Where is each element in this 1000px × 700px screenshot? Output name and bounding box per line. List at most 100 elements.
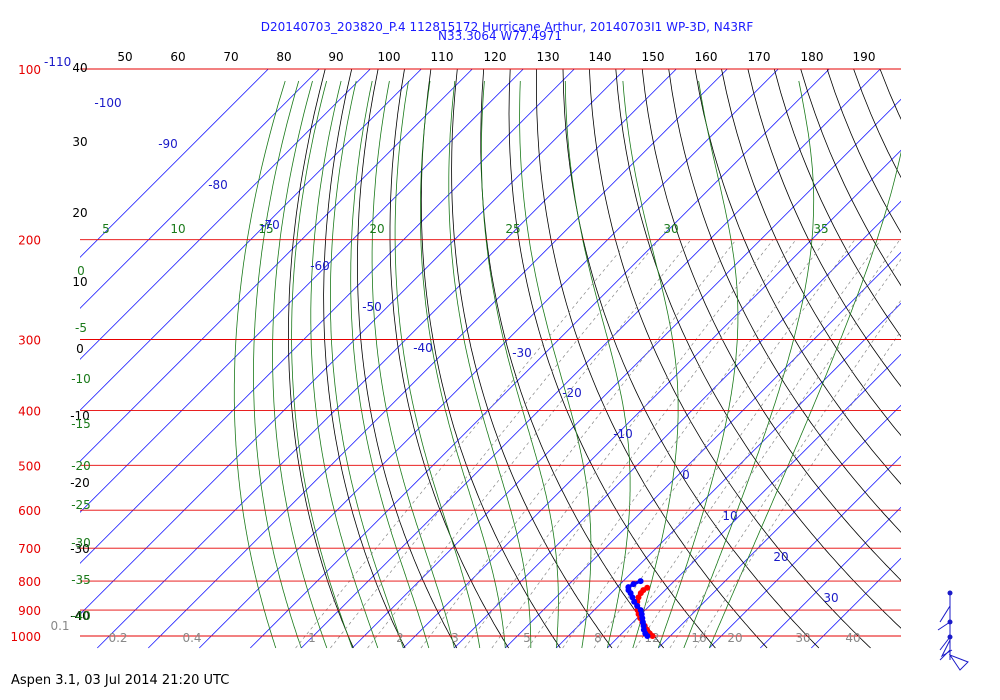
moist-adiabat-side-label: -35 bbox=[71, 573, 91, 587]
isotherm-line bbox=[352, 98, 901, 649]
moist-adiabat-side-label: -15 bbox=[71, 417, 91, 431]
isotherm-line bbox=[148, 68, 728, 649]
isobar-label: 200 bbox=[18, 234, 41, 248]
dry-adiabat-side-label: -30 bbox=[70, 542, 90, 556]
dry-adiabat-top-label: 60 bbox=[170, 50, 185, 64]
dry-adiabat-line bbox=[959, 69, 1000, 648]
dry-adiabat-top-label: 190 bbox=[853, 50, 876, 64]
mixing-ratio-line bbox=[694, 330, 901, 649]
dry-adiabat-line bbox=[933, 69, 1000, 648]
dry-adiabat-top-label: 80 bbox=[276, 50, 291, 64]
wind-barb-dot bbox=[947, 590, 953, 596]
mixing-ratio-label: 8 bbox=[594, 631, 602, 645]
moist-adiabat-line bbox=[622, 80, 679, 649]
moist-adiabat-line bbox=[519, 80, 592, 649]
dry-adiabat-side-label: -20 bbox=[70, 476, 90, 490]
moist-adiabat-top-label: 15 bbox=[258, 222, 273, 236]
isotherm-label: -90 bbox=[158, 137, 178, 151]
dry-adiabat-line bbox=[420, 68, 561, 649]
dry-adiabat-line bbox=[773, 68, 901, 338]
mixing-ratio-line bbox=[491, 239, 797, 649]
moist-adiabat-line bbox=[253, 80, 302, 649]
moist-adiabat-line bbox=[420, 80, 506, 649]
dry-adiabat-line bbox=[853, 68, 901, 179]
wind-barb bbox=[939, 649, 951, 661]
moist-adiabat-line bbox=[564, 80, 631, 649]
dry-adiabat-top-label: 160 bbox=[695, 50, 718, 64]
moist-adiabat-line bbox=[683, 80, 815, 649]
wind-barb bbox=[939, 636, 951, 651]
isotherm-line bbox=[80, 68, 524, 513]
isotherm-label: -20 bbox=[562, 386, 582, 400]
dry-adiabat-top-label: 70 bbox=[223, 50, 238, 64]
dry-adiabat-line bbox=[451, 68, 613, 649]
moist-adiabat-line bbox=[330, 80, 404, 649]
isotherm-line bbox=[80, 68, 269, 258]
dry-adiabat-line bbox=[562, 68, 820, 649]
isotherm-line bbox=[760, 506, 901, 649]
isotherm-line bbox=[709, 455, 901, 649]
grid-lines bbox=[80, 68, 1000, 649]
mixing-ratio-label: 2 bbox=[396, 631, 404, 645]
moist-adiabat-line bbox=[481, 80, 559, 649]
mixing-ratio-line bbox=[635, 258, 901, 649]
isotherm-line bbox=[199, 68, 779, 649]
chart-subtitle: N33.3064 W77.4971 bbox=[438, 29, 562, 43]
mixing-ratio-line bbox=[527, 239, 827, 649]
moist-adiabat-line bbox=[448, 80, 532, 648]
sounding-profiles bbox=[625, 578, 656, 639]
dry-adiabat-line bbox=[389, 68, 509, 649]
isobar-label: 100 bbox=[18, 63, 41, 77]
isotherm-line bbox=[80, 68, 473, 462]
moist-adiabat-top-label: 5 bbox=[102, 222, 110, 236]
dry-adiabat-side-label: 0 bbox=[76, 342, 84, 356]
moist-adiabat-line bbox=[291, 80, 353, 649]
isobar-label: 400 bbox=[18, 404, 41, 418]
isotherm-line bbox=[80, 68, 626, 615]
isobar-label: 1000 bbox=[10, 630, 41, 644]
dry-adiabat-side-label: 20 bbox=[72, 206, 87, 220]
dry-adiabat-top-label: 100 bbox=[378, 50, 401, 64]
wind-barb-column bbox=[937, 590, 969, 671]
moist-adiabat-top-label: 25 bbox=[505, 222, 520, 236]
isotherm-line bbox=[80, 68, 422, 411]
isobar-label: 300 bbox=[18, 334, 41, 348]
dry-adiabat-side-label: -40 bbox=[70, 609, 90, 623]
dry-adiabat-top-label: 150 bbox=[642, 50, 665, 64]
isobar-label: 800 bbox=[18, 575, 41, 589]
isotherm-line bbox=[403, 149, 901, 649]
dry-adiabat-top-label: 50 bbox=[117, 50, 132, 64]
dry-adiabat-line bbox=[615, 68, 901, 629]
isotherm-label: 0 bbox=[682, 468, 690, 482]
dry-adiabat-line bbox=[906, 69, 1000, 648]
chart-title: D20140703_203820_P.4 112815172 Hurricane… bbox=[261, 20, 754, 34]
dry-adiabat-line bbox=[668, 68, 901, 533]
moist-adiabat-side-label: -30 bbox=[71, 536, 91, 550]
moist-adiabat-line bbox=[233, 80, 286, 649]
dry-adiabat-line bbox=[508, 68, 716, 649]
dry-adiabat-line bbox=[694, 68, 901, 485]
dewpoint-point bbox=[625, 584, 632, 591]
wind-barb bbox=[939, 605, 951, 623]
moist-adiabat-line bbox=[272, 80, 328, 649]
isotherm-line bbox=[97, 68, 677, 649]
moist-adiabat-side-label: -40 bbox=[71, 609, 91, 623]
mixing-ratio-label: 0.4 bbox=[182, 631, 201, 645]
isobar-label: 700 bbox=[18, 542, 41, 556]
isotherm-label: -30 bbox=[512, 346, 532, 360]
mixing-ratio-label: 0.2 bbox=[108, 631, 127, 645]
isobar-label: 900 bbox=[18, 604, 41, 618]
mixing-ratio-line bbox=[295, 239, 630, 649]
moist-adiabat-line bbox=[371, 80, 455, 649]
wind-barb-pennant bbox=[940, 639, 953, 658]
dry-adiabat-line bbox=[747, 68, 901, 388]
isotherm-label: -70 bbox=[260, 218, 280, 232]
dry-adiabat-top-label: 110 bbox=[431, 50, 454, 64]
dry-adiabat-top-label: 180 bbox=[801, 50, 824, 64]
isotherm-line bbox=[811, 557, 901, 649]
isobar-label: 500 bbox=[18, 459, 41, 473]
mixing-ratio-label: 30 bbox=[795, 631, 810, 645]
isotherm-label: -40 bbox=[413, 341, 433, 355]
moist-adiabat-top-label: 10 bbox=[170, 222, 185, 236]
dry-adiabat-line bbox=[356, 68, 458, 649]
